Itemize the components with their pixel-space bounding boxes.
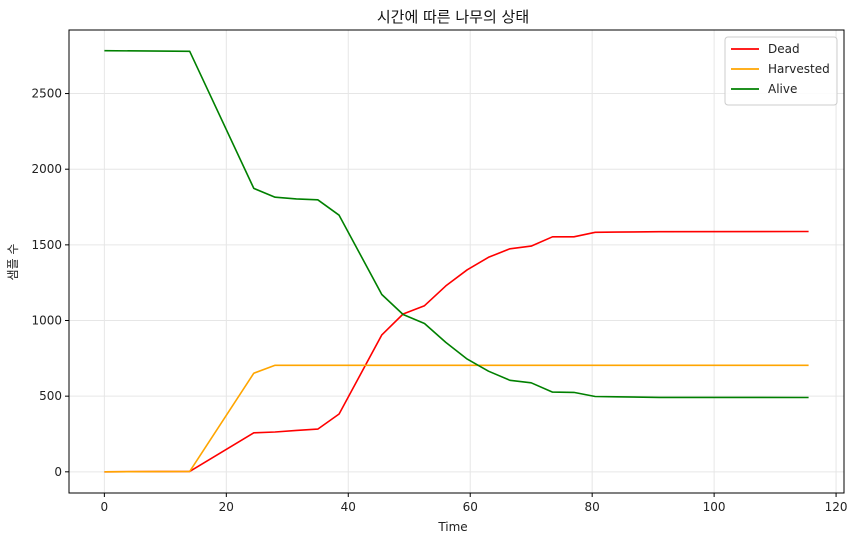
series-line-alive [104,49,809,399]
x-tick-label: 80 [585,500,600,514]
x-tick-label: 60 [463,500,478,514]
x-tick-label: 120 [825,500,848,514]
y-tick-label: 1000 [31,314,62,328]
legend-label-alive: Alive [768,82,797,96]
x-axis-label: Time [437,520,467,534]
plot-frame [68,29,845,494]
series-line-harvested [104,364,809,473]
chart-title: 시간에 따른 나무의 상태 [377,8,529,26]
x-tick-label: 40 [341,500,356,514]
x-tick-label: 0 [101,500,109,514]
series-line-dead [104,230,809,473]
y-axis-label: 샘플 수 [6,244,20,281]
grid [69,30,844,493]
legend: Dead Harvested Alive [724,36,838,106]
y-tick-label: 1500 [31,238,62,252]
x-tick-label: 100 [703,500,726,514]
x-tick-label: 20 [219,500,234,514]
axis-ticks: 0 20 40 60 80 100 120 0 500 1000 1500 2000 2500 [31,87,847,514]
legend-label-dead: Dead [768,42,800,56]
y-tick-label: 2000 [31,162,62,176]
y-tick-label: 0 [54,465,62,479]
legend-label-harvested: Harvested [768,62,830,76]
legend-box [724,36,838,106]
y-tick-label: 2500 [31,87,62,101]
y-tick-label: 500 [39,389,62,403]
series-lines [104,49,809,473]
